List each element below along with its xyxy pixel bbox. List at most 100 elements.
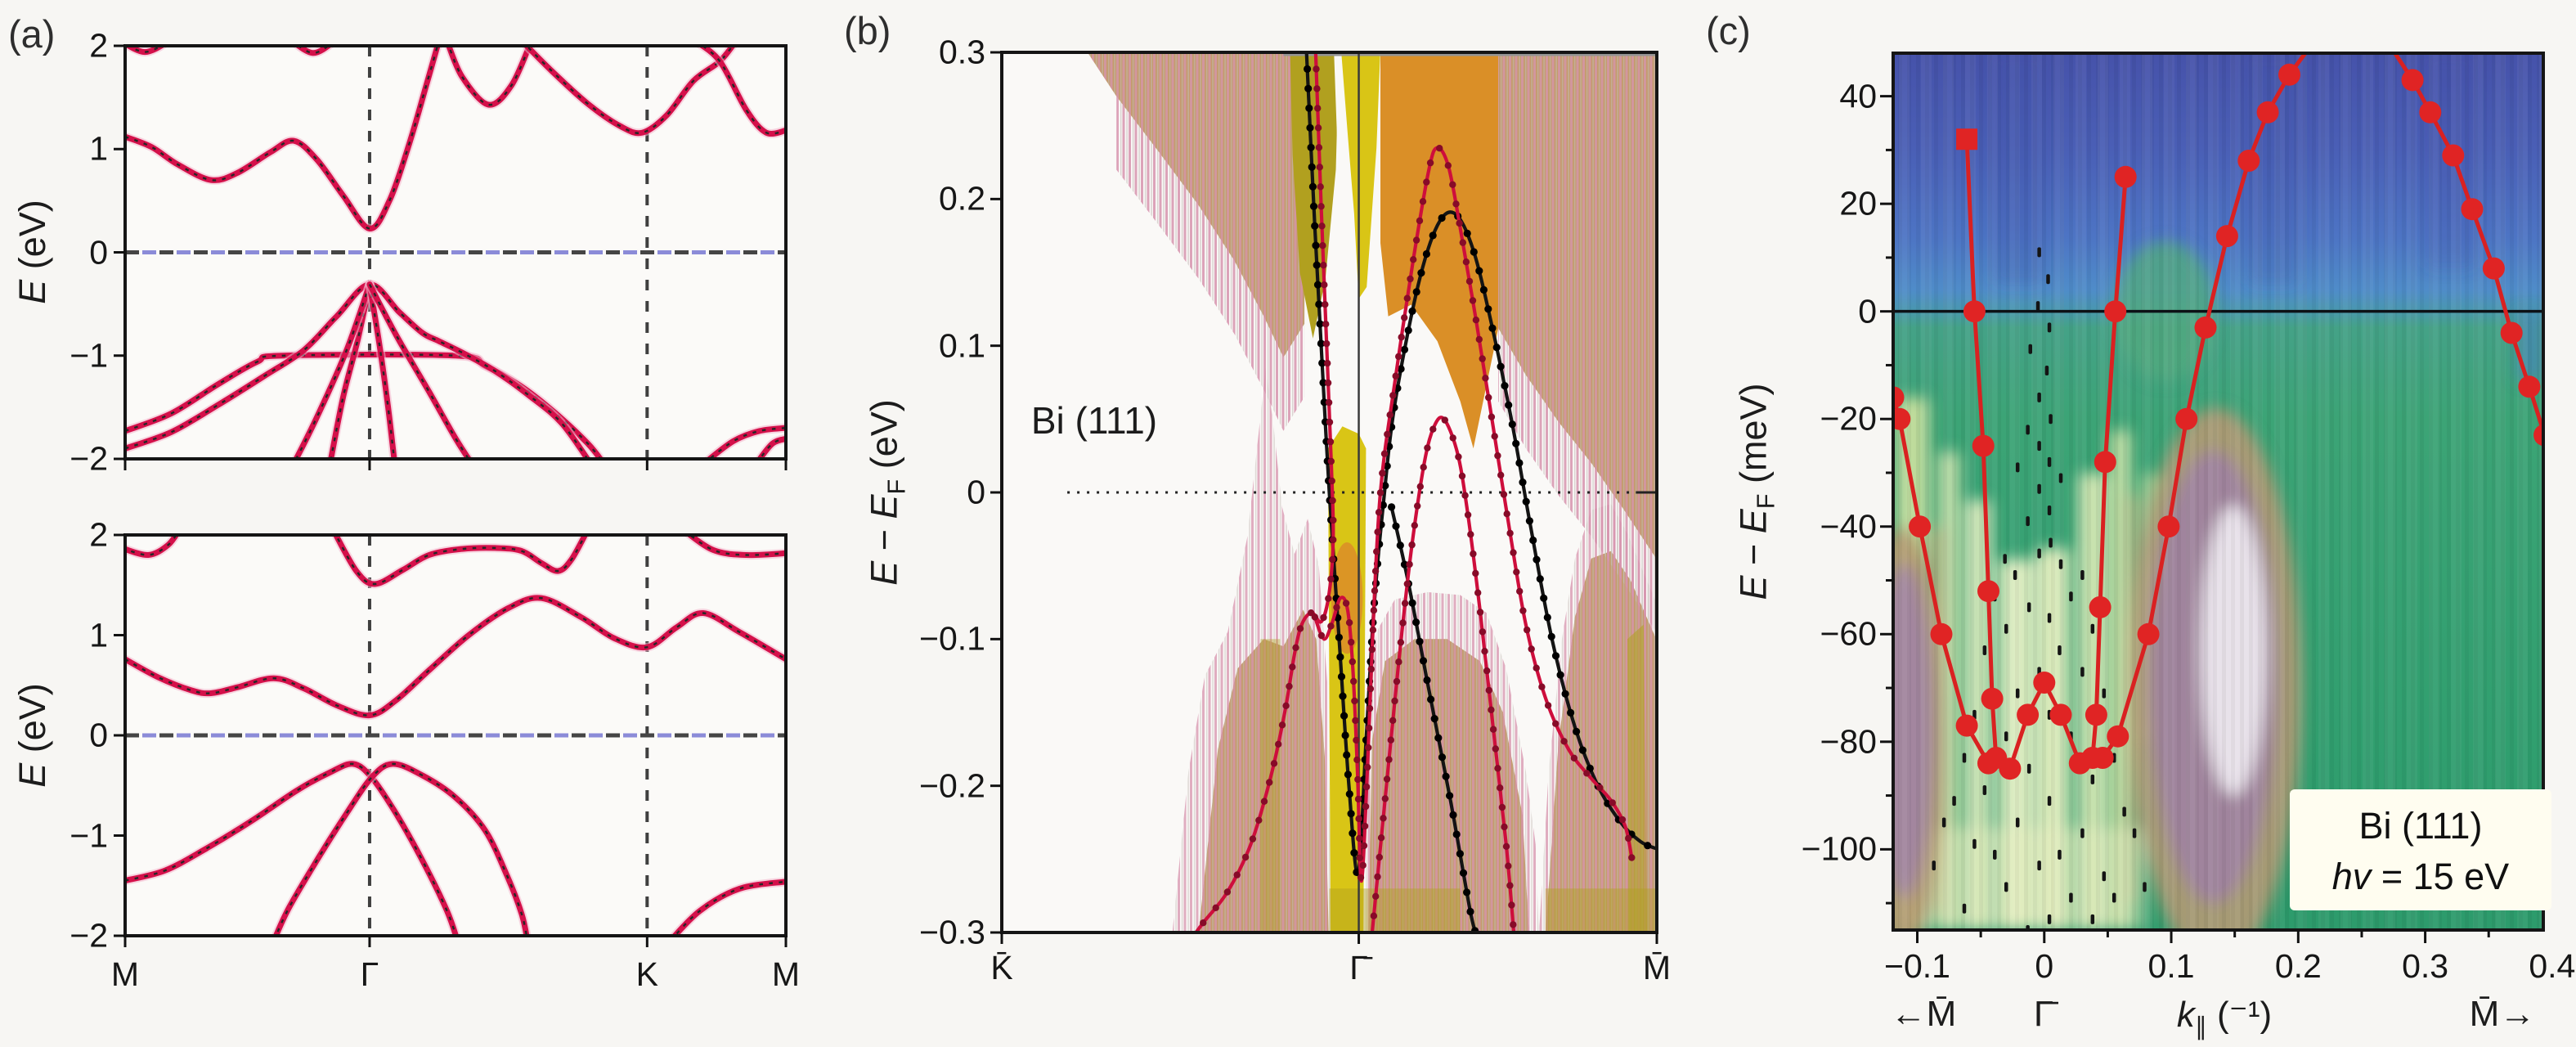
panel-a-bottom-y-axis-label: E (eV) [11,683,54,788]
calc-band-red-gamma-dot [1392,372,1399,380]
calc-band-red-lower-dot [1377,834,1385,842]
exp-band-black-dot [1317,339,1325,348]
panel-b-ytick-2: 0.1 [939,326,985,365]
inner-branch-right-marker [2114,165,2137,188]
exp-datapoint-dash [2049,414,2053,425]
exp-datapoint-dash [2013,569,2017,580]
calc-band-red-left-dot [1289,663,1296,671]
exp-band-black-dot [1319,379,1327,387]
calc-band-red-lower-dot [1429,425,1437,433]
exp-band-black-dot [1475,267,1483,275]
exp-band-black-dot [1578,746,1586,754]
panel-b-material-annotation: Bi (111) [1030,399,1158,442]
calc-band-red-lower-dot [1455,453,1462,461]
calc-band-red-gamma-dot [1462,258,1470,266]
calc-band-red-gamma-dot [1357,874,1365,882]
panel-c-ytick-3: −20 [1820,399,1877,438]
calc-band-red-lower-dot [1472,569,1479,577]
band-cond2c-overlay [688,535,786,556]
panel-c-ytick-2: 0 [1858,292,1877,330]
surface-band-W-marker [2518,375,2541,398]
surface-state-curves [1193,52,1657,932]
surface-band-W-marker [2175,407,2198,430]
panel-a-ytick-0: 0 [89,233,108,271]
exp-band-black-dot [1488,324,1497,332]
band-blob2 [294,46,334,56]
exp-datapoint-dash [2015,688,2020,699]
calc-band-red-lower-dot [1380,815,1387,822]
exp-datapoint-dash [2069,892,2073,903]
calc-band-red-gamma-dot [1353,756,1361,764]
calc-band-red-gamma-dot [1375,509,1383,516]
calc-band-red-lower-dot [1502,843,1510,851]
panel-c-y-axis-label: E − EF (meV) [1733,383,1781,600]
calc-band-red-gamma-dot [1618,816,1627,824]
inner-branch-right-marker [2104,300,2127,323]
band-curves [125,46,786,459]
surface-band-W-marker [2017,703,2040,726]
exp-datapoint-dash [2037,548,2041,559]
surface-band-W-marker [2256,101,2279,124]
panel-b-letter: (b) [844,9,891,52]
exp-band-black-dot [1318,359,1326,367]
exp-band-black-dot [1304,84,1313,92]
calc-band-red-gamma-dot [1356,854,1364,862]
panel-c-mbar-right-label: M̄→ [2469,994,2536,1034]
exp-datapoint-dash [2058,473,2063,483]
exp-datapoint-dash [2004,623,2008,634]
calc-band-red-lower-dot [1489,726,1497,733]
calc-band-red-gamma-dot [1513,568,1520,576]
band-steepL2-overlay [294,284,371,459]
calc-band-red-gamma-dot [1350,677,1358,685]
calc-band-red-left-dot [1275,740,1282,748]
exp-band-black2-dot [1434,734,1443,742]
calc-band-red-gamma-dot [1491,433,1498,440]
calc-band-red-gamma-dot [1353,736,1360,744]
surface-band-W-marker [2278,63,2300,86]
calc-band-red-lower-dot [1498,803,1506,811]
calc-band-red-lower-dot [1508,901,1515,909]
exp-band-black2-dot [1419,657,1428,665]
exp-band-black-dot [1309,202,1318,210]
calc-band-red-gamma-dot [1488,413,1496,420]
calc-band-red-lower-dot [1395,658,1402,666]
calc-band-red-lower-dot [1381,795,1389,802]
exp-datapoint-dash [2058,645,2062,656]
calc-band-red-left-dot [1212,904,1219,912]
panel-a-xtick-1: Γ [360,955,379,993]
exp-band-black-dot [1533,555,1541,564]
region-olive-bottom-strip2 [1545,888,1657,932]
calc-band-red-gamma-dot [1367,685,1375,693]
exp-band-black-dot [1347,810,1355,818]
region-mass-lower-left-tan-hatch [1198,609,1329,932]
exp-band-black2-dot [1416,637,1424,645]
exp-datapoint-dash [2037,861,2041,871]
calc-band-red-lower-dot [1406,560,1413,568]
exp-band-black-dot [1463,229,1471,237]
calc-band-red-left-dot [1316,164,1324,171]
exp-band-black-dot [1305,104,1313,112]
calc-band-red-gamma-dot [1352,717,1359,725]
region-yellow-column-lower [1327,426,1367,932]
calc-band-red-lower-dot [1393,677,1401,685]
ylabel-E: E [1732,575,1775,600]
panel-a-ytick--2: −2 [70,916,108,955]
exp-band-black-dot [1543,613,1551,622]
hv-symbol: hv [2331,856,2372,897]
exp-band-black-dot [1508,420,1516,429]
band-blob1-overlay [127,46,164,53]
panel-c-ytick-7: −100 [1801,829,1877,868]
exp-band-black2-dot [1392,522,1400,530]
calc-band-red-lower-dot [1449,434,1456,442]
calc-band-red-gamma-dot [1366,704,1374,712]
calc-band-red-gamma-dot [1533,664,1540,672]
panel-c [1880,52,2545,943]
calc-band-red-gamma-dot [1459,239,1467,246]
exp-datapoint-dash [2047,506,2052,516]
calc-band-red-gamma-dot [1506,529,1514,537]
surface-band-W-marker [1893,386,1905,409]
calc-band-red-gamma-dot [1444,162,1452,169]
exp-band-black-dot [1561,690,1569,698]
